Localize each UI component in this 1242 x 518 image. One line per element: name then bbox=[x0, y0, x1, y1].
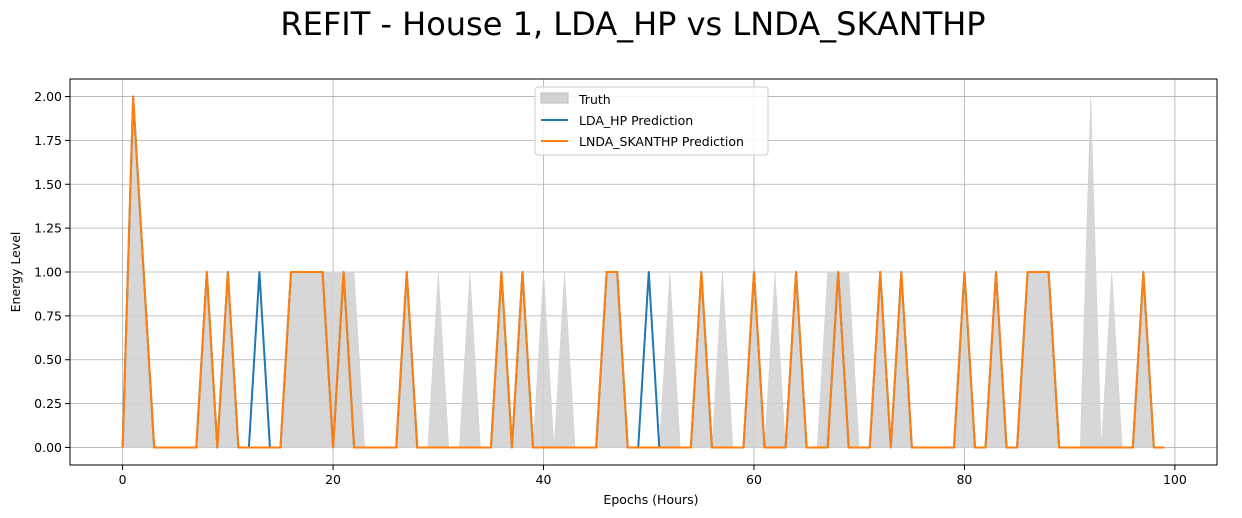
y-tick-label: 2.00 bbox=[34, 89, 62, 104]
y-tick-label: 0.25 bbox=[34, 396, 62, 411]
x-axis-ticks: 0 20 40 60 80 100 bbox=[119, 465, 1187, 487]
x-tick-label: 80 bbox=[956, 472, 972, 487]
prediction-lines-layer bbox=[121, 95, 1165, 449]
y-tick-label: 1.50 bbox=[34, 177, 62, 192]
y-tick-label: 1.00 bbox=[34, 265, 62, 280]
legend-label-lnda-skanthp: LNDA_SKANTHP Prediction bbox=[579, 134, 744, 149]
y-tick-label: 0.75 bbox=[34, 308, 62, 323]
y-tick-label: 0.00 bbox=[34, 440, 62, 455]
x-tick-label: 20 bbox=[325, 472, 341, 487]
y-axis-label: Energy Level bbox=[8, 232, 23, 313]
x-tick-label: 100 bbox=[1163, 472, 1187, 487]
y-axis-ticks: 0.00 0.25 0.50 0.75 1.00 1.25 1.50 1.75 2.00 bbox=[34, 89, 70, 455]
y-tick-label: 0.50 bbox=[34, 352, 62, 367]
x-tick-label: 0 bbox=[119, 472, 127, 487]
chart-title: REFIT - House 1, LDA_HP vs LNDA_SKANTHP bbox=[280, 5, 985, 43]
lnda-skanthp-prediction-line bbox=[121, 95, 1165, 449]
legend-box bbox=[534, 86, 769, 156]
x-tick-label: 40 bbox=[536, 472, 552, 487]
legend-label-lda-hp: LDA_HP Prediction bbox=[579, 113, 693, 128]
legend-label-truth: Truth bbox=[578, 92, 611, 107]
y-tick-label: 1.75 bbox=[34, 133, 62, 148]
legend-swatch-truth bbox=[540, 92, 569, 104]
y-tick-label: 1.25 bbox=[34, 221, 62, 236]
x-tick-label: 60 bbox=[746, 472, 762, 487]
x-axis-label: Epochs (Hours) bbox=[603, 492, 698, 507]
legend: Truth LDA_HP Prediction LNDA_SKANTHP Pre… bbox=[534, 86, 769, 156]
